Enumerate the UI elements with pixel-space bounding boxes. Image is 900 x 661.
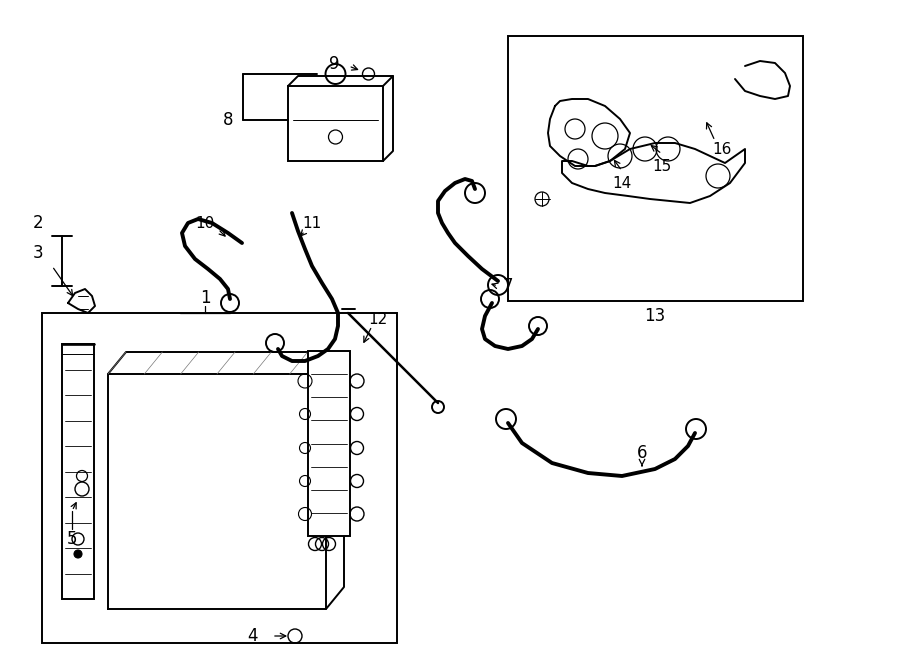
Bar (62, 344, 94, 599)
Text: 10: 10 (195, 215, 214, 231)
Text: 11: 11 (302, 215, 321, 231)
Text: 15: 15 (652, 159, 671, 173)
Bar (42, 313, 397, 643)
Circle shape (74, 550, 82, 558)
Text: 4: 4 (247, 627, 257, 645)
Text: 7: 7 (503, 277, 513, 295)
Text: 3: 3 (32, 244, 43, 262)
Text: 8: 8 (222, 111, 233, 129)
Text: 16: 16 (712, 141, 732, 157)
Bar (308, 351, 350, 536)
Text: 13: 13 (644, 307, 666, 325)
Text: 1: 1 (200, 289, 211, 307)
Text: 5: 5 (67, 530, 77, 548)
Text: 9: 9 (329, 55, 340, 73)
Bar (288, 86, 383, 161)
Bar (508, 36, 803, 301)
Text: 12: 12 (368, 311, 388, 327)
Text: 2: 2 (32, 214, 43, 232)
Text: 14: 14 (612, 176, 632, 190)
Text: 6: 6 (637, 444, 647, 462)
